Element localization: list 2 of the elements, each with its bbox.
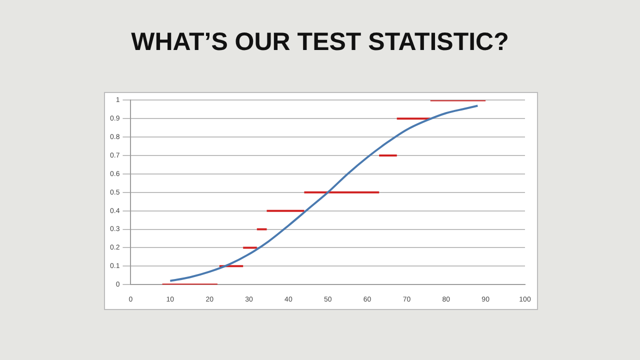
line-series (169, 104, 479, 282)
chart-title: WHAT’S OUR TEST STATISTIC? (130, 28, 510, 57)
